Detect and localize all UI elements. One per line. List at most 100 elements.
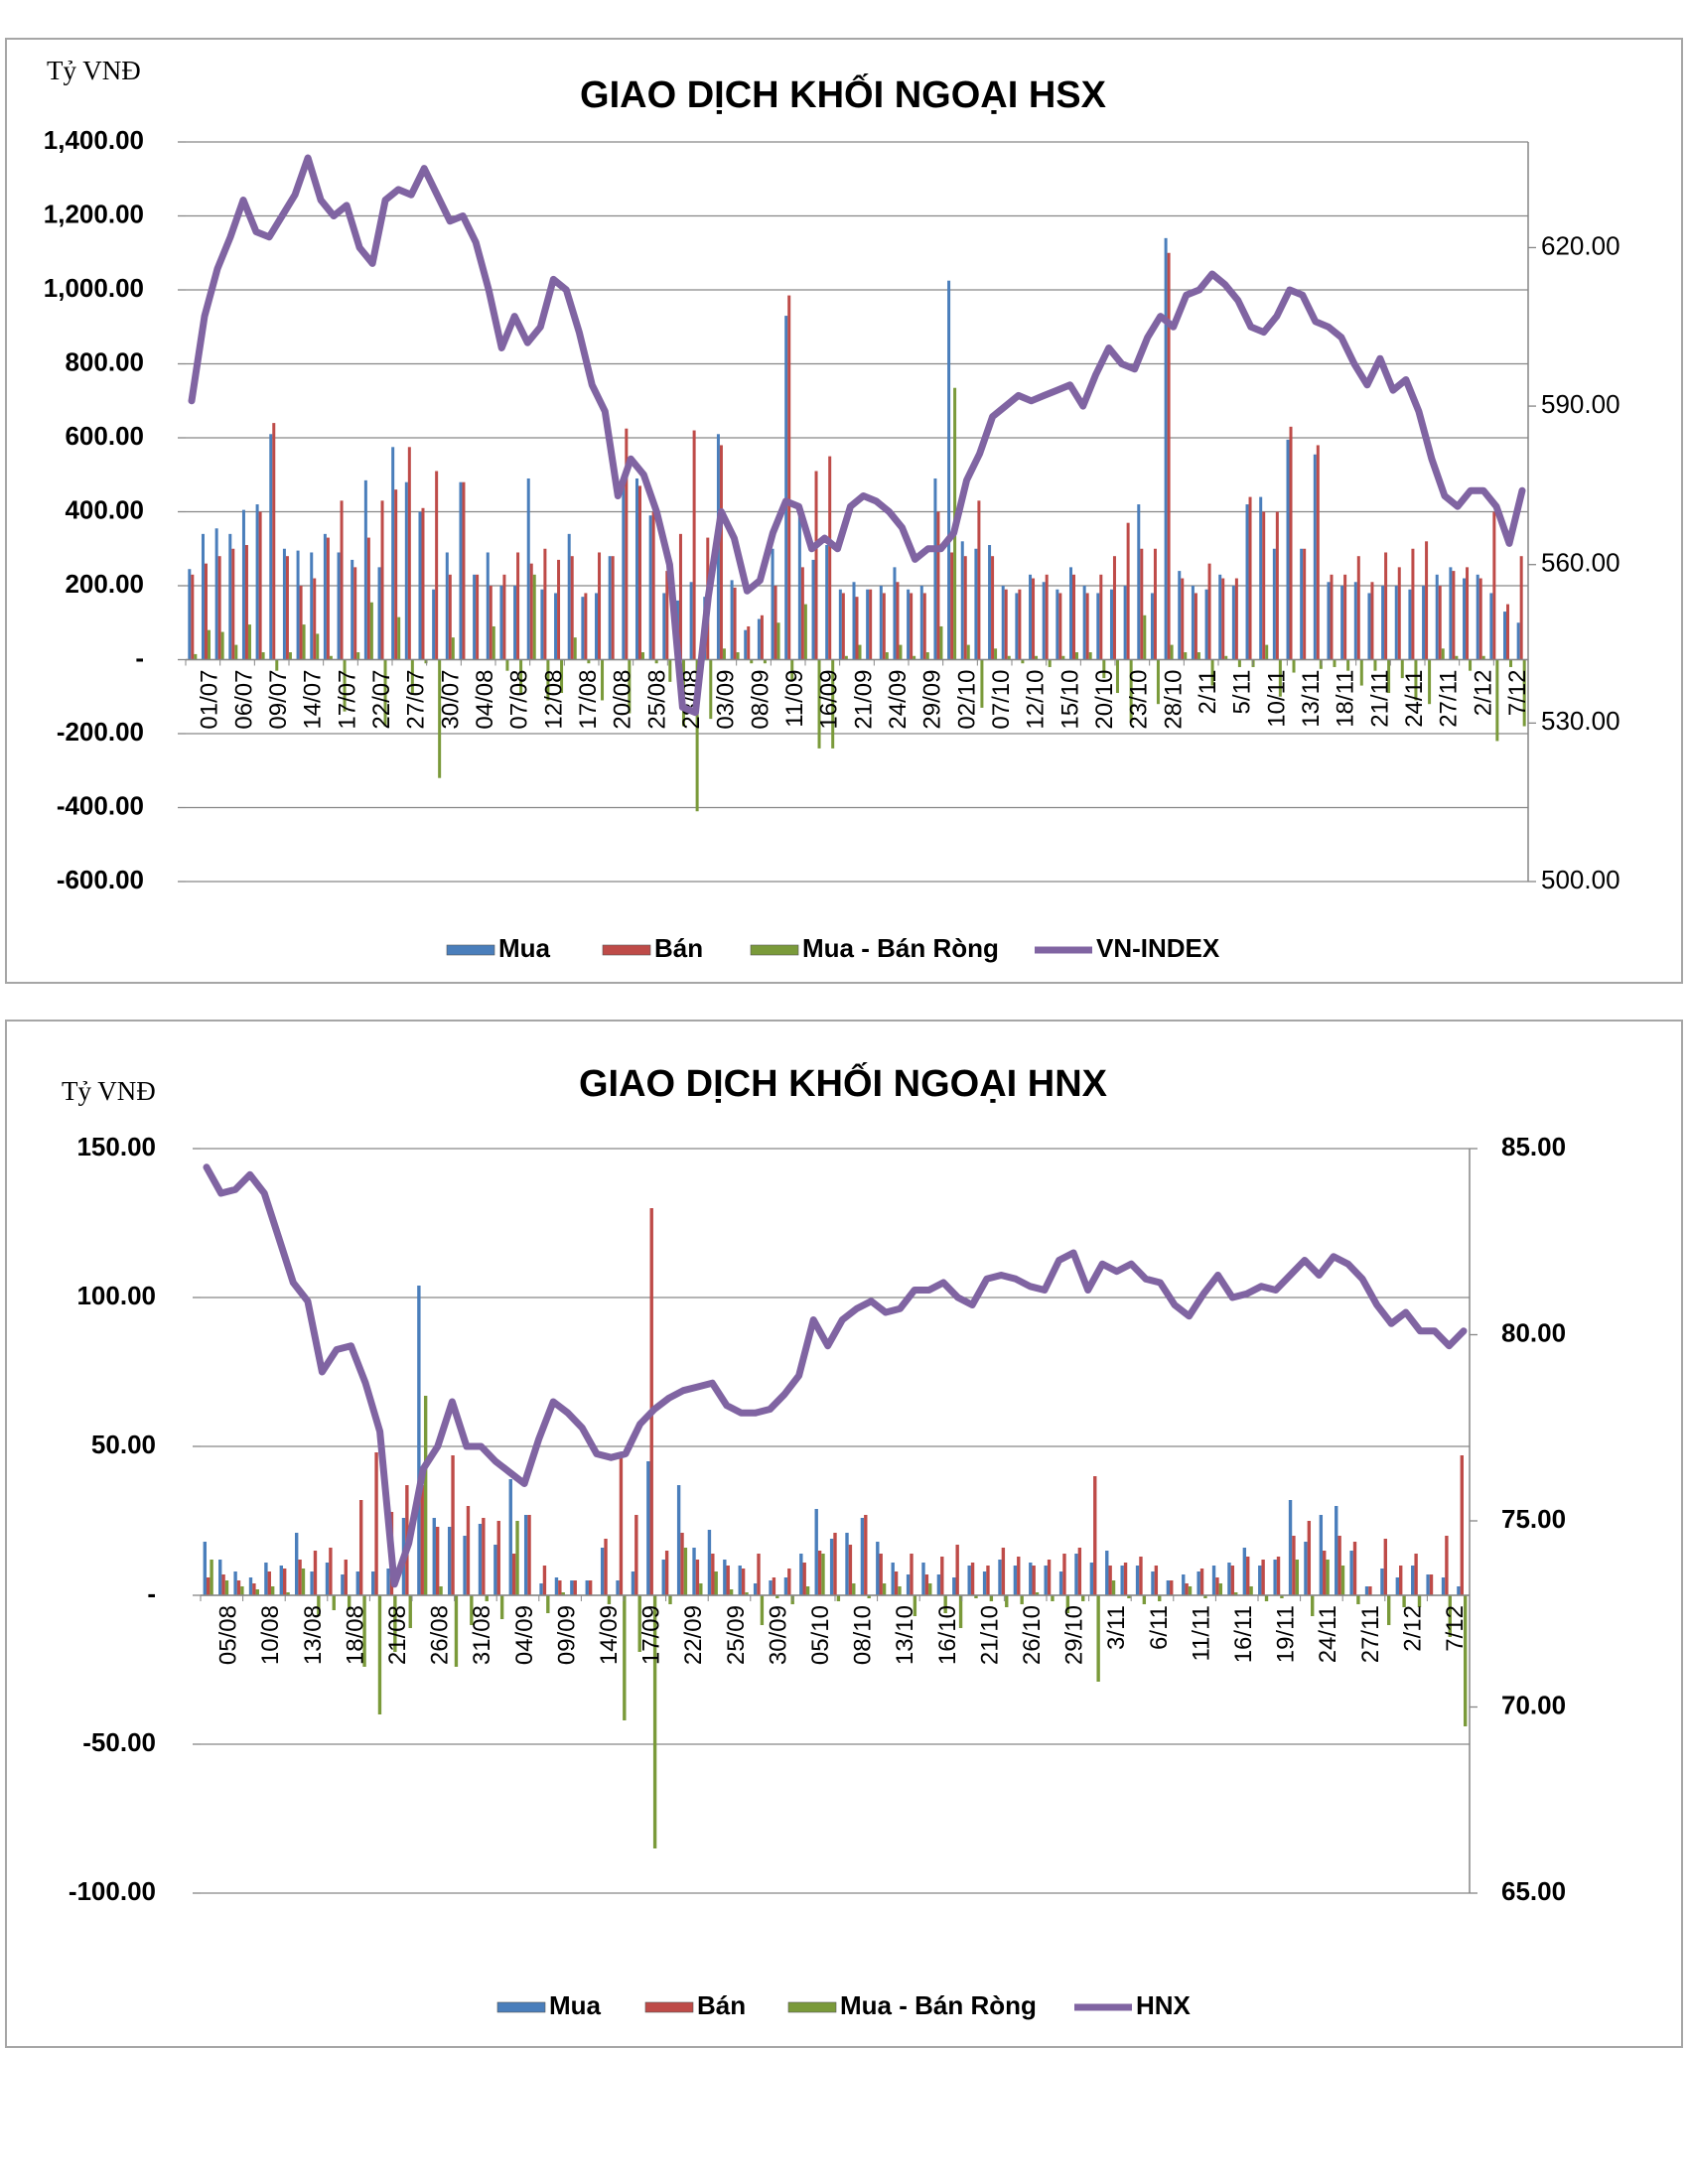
hnx-bar-rong: [1295, 1560, 1300, 1595]
hnx-bar-mua: [417, 1286, 421, 1595]
hsx-bar-ban: [1397, 567, 1401, 660]
hnx-bar-ban: [1230, 1566, 1235, 1595]
hnx-bar-mua: [233, 1571, 237, 1595]
hnx-bar-ban: [833, 1533, 837, 1595]
hnx-bar-ban: [1139, 1557, 1143, 1595]
hnx-bar-rong: [974, 1595, 978, 1598]
hsx-bar-mua: [689, 582, 693, 660]
hsx-y2-tick-label: 560.00: [1541, 548, 1620, 578]
hnx-bar-mua: [1258, 1566, 1262, 1595]
hsx-bar-mua: [554, 593, 558, 660]
hsx-x-tick-label: 30/07: [437, 670, 464, 730]
hnx-x-tick-label: 30/09: [765, 1605, 791, 1665]
hsx-bar-rong: [329, 655, 333, 660]
hsx-bar-ban: [1234, 578, 1238, 660]
hsx-x-tick-label: 24/09: [885, 670, 912, 730]
hnx-bar-mua: [982, 1571, 987, 1595]
hsx-bar-ban: [570, 556, 574, 660]
hsx-bar-ban: [1126, 522, 1130, 660]
hsx-bar-ban: [991, 556, 995, 660]
hsx-bar-rong: [1156, 659, 1160, 705]
hsx-bar-mua: [784, 316, 788, 660]
hsx-bar-mua: [473, 574, 477, 660]
hnx-y2-tick-label: 75.00: [1501, 1504, 1566, 1534]
hnx-bar-mua: [341, 1574, 345, 1595]
hsx-bar-ban: [855, 597, 859, 660]
hsx-bar-mua: [1191, 586, 1195, 660]
hsx-bar-mua: [513, 586, 517, 660]
hsx-bar-ban: [1058, 593, 1062, 660]
hnx-bar-ban: [1261, 1560, 1265, 1595]
hnx-bar-rong: [1188, 1586, 1193, 1595]
hsx-bar-ban: [462, 481, 466, 660]
hsx-bar-rong: [925, 652, 929, 660]
hsx-bar-rong: [668, 659, 672, 682]
hsx-bar-rong: [234, 644, 238, 660]
hsx-bar-rong: [261, 652, 265, 660]
hsx-bar-mua: [879, 586, 883, 660]
hsx-bar-mua: [445, 552, 449, 660]
hnx-bar-mua: [1441, 1577, 1446, 1595]
hnx-y-tick-label: 50.00: [91, 1430, 156, 1459]
hnx-bar-mua: [723, 1560, 727, 1595]
hsx-bar-mua: [1300, 548, 1304, 660]
hsx-chart: GIAO DỊCH KHỐI NGOẠI HSX Tỷ VNĐ 1,400.00 1,…: [44, 56, 1620, 963]
hsx-bar-rong: [1373, 659, 1377, 671]
hnx-y-tick-label: 150.00: [76, 1132, 156, 1161]
hnx-bar-ban: [1062, 1554, 1066, 1595]
hsx-bar-mua: [933, 478, 937, 660]
hsx-bar-ban: [1438, 586, 1442, 660]
hnx-bar-mua: [738, 1566, 742, 1595]
hsx-bar-rong: [750, 659, 754, 664]
hnx-bar-rong: [1280, 1595, 1284, 1598]
hsx-x-tick-label: 29/09: [919, 670, 946, 730]
hsx-bar-rong: [1455, 655, 1459, 660]
hnx-bar-rong: [683, 1548, 688, 1595]
hsx-legend-swatch-0: [446, 944, 495, 956]
hsx-bar-rong: [1007, 655, 1011, 660]
hsx-bar-rong: [1522, 659, 1526, 727]
hsx-bar-ban: [882, 593, 886, 660]
hnx-bar-ban: [1307, 1521, 1312, 1595]
hnx-bar-mua: [1182, 1574, 1186, 1595]
hsx-x-tick-label: 22/07: [368, 670, 395, 730]
hnx-x-tick-label: 13/08: [300, 1605, 327, 1665]
hnx-x-tick-label: 27/11: [1357, 1605, 1384, 1663]
hsx-bar-rong: [1387, 659, 1391, 694]
hsx-y-tick-label: 1,200.00: [44, 199, 144, 228]
hnx-bar-ban: [1170, 1580, 1174, 1595]
hsx-bar-mua: [418, 511, 422, 660]
hnx-bar-ban: [817, 1551, 822, 1595]
hsx-bar-ban: [272, 423, 276, 660]
hsx-bar-rong: [736, 652, 740, 660]
hnx-bar-mua: [814, 1509, 818, 1595]
hsx-bar-mua: [1137, 504, 1141, 660]
hnx-bar-rong: [1448, 1595, 1452, 1637]
hsx-bar-rong: [288, 652, 292, 660]
hsx-legend-swatch-2: [750, 944, 799, 956]
hnx-bar-ban: [741, 1569, 746, 1595]
hsx-bar-ban: [502, 574, 506, 660]
hnx-bar-rong: [1127, 1595, 1131, 1598]
hnx-bar-mua: [1211, 1566, 1216, 1595]
hnx-x-tick-label: 04/09: [511, 1605, 538, 1665]
hsx-bar-rong: [1346, 659, 1350, 671]
hnx-bar-rong: [1081, 1595, 1085, 1601]
hsx-bar-mua: [1218, 574, 1222, 660]
hnx-legend-swatch-2: [787, 2001, 837, 2013]
hnx-bar-ban: [787, 1569, 791, 1595]
hnx-x-tick-label: 17/09: [638, 1605, 665, 1665]
hnx-bar-rong: [943, 1595, 947, 1613]
hnx-bar-rong: [1020, 1595, 1024, 1604]
hsx-bar-ban: [1356, 556, 1360, 660]
hsx-x-tick-label: 08/09: [747, 670, 774, 730]
hsx-bar-ban: [1221, 578, 1225, 660]
hnx-bar-rong: [1218, 1583, 1223, 1595]
hnx-y2-tick-label: 70.00: [1501, 1690, 1566, 1719]
hnx-x-tick-label: 21/10: [976, 1605, 1003, 1665]
hnx-bar-mua: [936, 1574, 941, 1595]
hsx-bar-mua: [310, 552, 314, 660]
hsx-bar-ban: [285, 556, 289, 660]
hnx-bar-rong: [775, 1595, 779, 1598]
hsx-x-tick-label: 7/12: [1504, 670, 1531, 717]
